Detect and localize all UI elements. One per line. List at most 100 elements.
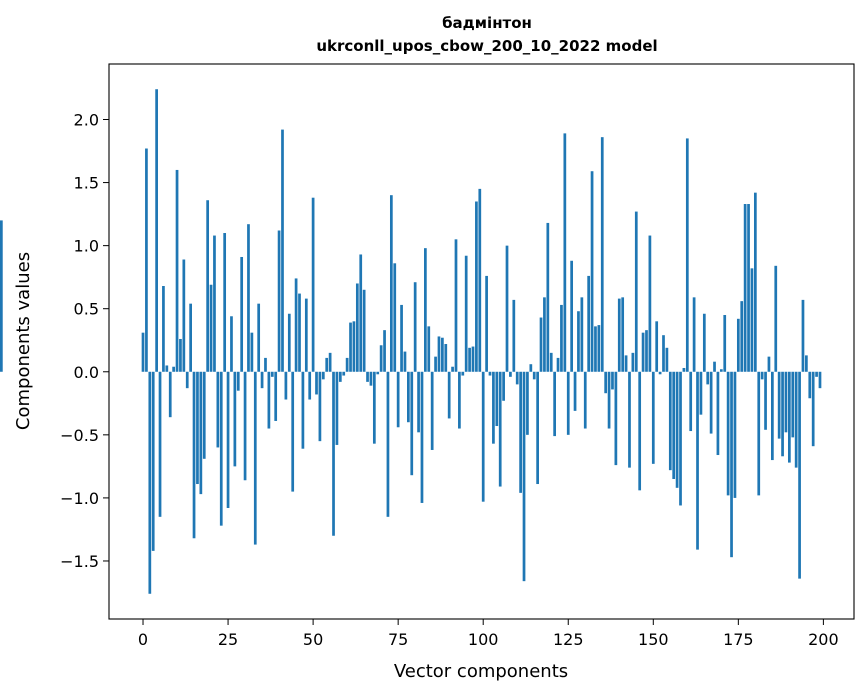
bar <box>151 371 155 551</box>
bar <box>281 129 284 372</box>
bar-series <box>0 89 822 594</box>
bar <box>675 371 679 488</box>
bar <box>685 138 689 372</box>
bar <box>743 204 747 372</box>
bar <box>257 303 261 372</box>
bar <box>784 371 788 433</box>
bar <box>526 371 529 435</box>
bar <box>509 371 512 377</box>
x-tick-label: 50 <box>303 630 323 649</box>
bar <box>706 371 710 385</box>
bar <box>563 133 567 372</box>
bar <box>213 235 216 372</box>
bar <box>379 345 383 372</box>
bar <box>196 371 199 485</box>
bar <box>400 304 403 372</box>
bar <box>447 371 451 419</box>
bar <box>165 365 169 372</box>
x-tick-label: 150 <box>638 630 669 649</box>
bar <box>158 371 162 517</box>
bar <box>202 371 206 459</box>
y-tick-label: 0.0 <box>74 363 99 382</box>
y-tick-label: −0.5 <box>60 426 99 445</box>
bar <box>253 371 257 545</box>
bar <box>410 371 414 476</box>
bar <box>798 371 801 579</box>
bar <box>645 330 648 372</box>
bar <box>696 371 699 550</box>
bar <box>628 371 631 468</box>
bar <box>243 371 247 481</box>
x-axis-ticks: 0 25 50 75 100 125 150 175 200 <box>138 619 839 649</box>
bar <box>315 371 318 395</box>
bar <box>162 286 165 372</box>
bar <box>468 347 471 372</box>
bar <box>451 366 454 372</box>
plot-frame <box>108 63 855 620</box>
bar <box>298 293 301 372</box>
x-axis-label: Vector components <box>394 661 568 682</box>
bar <box>699 371 703 415</box>
bar <box>634 211 638 372</box>
bar <box>233 371 237 467</box>
bar <box>189 303 192 372</box>
bar <box>247 224 250 372</box>
bar <box>750 268 754 372</box>
bar <box>328 352 332 372</box>
bar <box>587 275 591 372</box>
bar <box>488 371 492 376</box>
bar <box>478 188 482 372</box>
y-tick-label: −1.5 <box>60 552 99 571</box>
bar <box>604 371 608 394</box>
bar <box>437 336 441 372</box>
bar <box>815 371 818 377</box>
bar <box>485 275 488 372</box>
x-tick-label: 200 <box>808 630 839 649</box>
bar <box>441 337 444 372</box>
bar <box>291 371 295 492</box>
bar <box>413 282 417 372</box>
bar <box>560 304 563 372</box>
bar <box>458 371 461 429</box>
bar <box>199 371 203 495</box>
bar <box>250 332 254 372</box>
bar <box>781 371 784 457</box>
bar <box>631 352 635 372</box>
bar <box>155 89 158 372</box>
bar <box>179 338 182 372</box>
bar <box>311 197 315 372</box>
bar <box>417 371 420 433</box>
bar <box>209 284 213 372</box>
bar <box>740 301 744 372</box>
bar <box>658 371 662 375</box>
bar <box>264 357 267 372</box>
bar <box>498 371 502 487</box>
bar <box>709 371 713 434</box>
bar <box>362 289 366 372</box>
chart-title: бадмінтон <box>442 14 532 32</box>
bar <box>611 371 614 390</box>
bar <box>716 371 720 456</box>
bar <box>342 371 346 376</box>
bar <box>757 371 761 496</box>
bar <box>355 283 359 372</box>
bar <box>553 371 556 437</box>
bar <box>577 311 580 372</box>
bar <box>338 371 342 382</box>
bar <box>777 371 781 439</box>
bar <box>335 371 339 445</box>
bar <box>321 371 325 380</box>
bar <box>808 371 812 399</box>
bar <box>546 222 550 372</box>
bar <box>733 371 737 498</box>
bar <box>240 256 244 372</box>
bar <box>284 371 288 400</box>
bar <box>764 371 767 430</box>
bar <box>566 371 570 435</box>
bar <box>267 371 271 429</box>
bar <box>536 371 539 485</box>
bar <box>260 371 264 389</box>
bar <box>461 371 465 376</box>
bar <box>274 371 278 421</box>
